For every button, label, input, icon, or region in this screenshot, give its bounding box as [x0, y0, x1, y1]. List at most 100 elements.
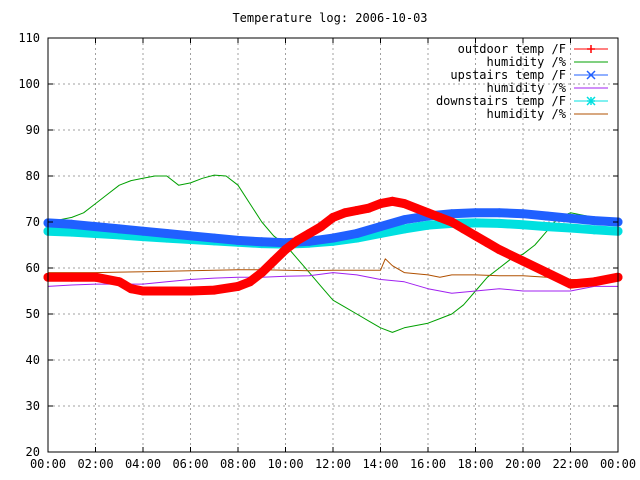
x-tick-label: 04:00: [125, 457, 161, 471]
data-point: [352, 206, 362, 215]
x-tick-label: 00:00: [600, 457, 636, 471]
data-point: [257, 237, 267, 247]
data-point: [340, 208, 350, 218]
data-point: [209, 233, 219, 243]
legend-marker-star: [586, 96, 596, 106]
data-point: [138, 226, 148, 236]
data-point: [376, 199, 385, 209]
data-point: [399, 224, 409, 234]
axis-ticks: 20 30 40 50 60 70 80 90 100 110 00:00 02:00 04:00 06:…: [18, 31, 636, 471]
data-point: [566, 213, 575, 223]
data-point: [114, 224, 124, 234]
data-point: [257, 268, 267, 278]
series-line: [47, 174, 619, 333]
series-line: [47, 272, 619, 294]
data-point: [67, 227, 77, 237]
x-tick-label: 08:00: [220, 457, 256, 471]
x-tick-label: 20:00: [505, 457, 541, 471]
series-3: [47, 272, 619, 294]
data-point: [447, 209, 457, 219]
series-1: [47, 174, 619, 333]
y-tick-label: 90: [26, 123, 40, 137]
data-point: [411, 203, 421, 213]
x-tick-label: 10:00: [267, 457, 303, 471]
data-point: [352, 229, 362, 238]
data-point: [67, 219, 77, 229]
data-point: [304, 229, 314, 238]
data-point: [186, 286, 195, 296]
data-point: [138, 286, 148, 296]
data-point: [423, 220, 433, 230]
data-point: [162, 229, 172, 238]
legend-label: outdoor temp /F: [458, 42, 566, 56]
x-tick-label: 00:00: [30, 457, 66, 471]
data-point: [494, 245, 504, 255]
data-point: [364, 203, 374, 213]
data-point: [471, 231, 480, 241]
data-point: [542, 222, 552, 232]
data-point: [162, 286, 172, 296]
data-point: [328, 212, 338, 222]
legend-marker-plus: [587, 45, 595, 53]
data-point: [399, 199, 409, 209]
data-point: [589, 277, 599, 287]
data-point: [589, 225, 599, 235]
data-point: [292, 235, 302, 245]
data-point: [423, 208, 433, 218]
y-tick-label: 110: [18, 31, 40, 45]
x-tick-label: 16:00: [410, 457, 446, 471]
data-point: [435, 212, 445, 222]
legend-label: upstairs temp /F: [450, 68, 566, 82]
data-point: [459, 224, 469, 234]
data-point: [494, 208, 504, 218]
x-tick-label: 02:00: [77, 457, 113, 471]
series-line: [47, 258, 619, 280]
data-point: [233, 281, 243, 291]
data-point: [114, 277, 124, 287]
y-tick-label: 30: [26, 399, 40, 413]
x-tick-label: 06:00: [172, 457, 208, 471]
x-tick-label: 14:00: [362, 457, 398, 471]
legend-label: humidity /%: [487, 55, 567, 69]
data-point: [494, 218, 504, 228]
data-point: [67, 272, 77, 282]
data-point: [471, 218, 480, 228]
data-point: [316, 222, 326, 232]
data-point: [126, 284, 136, 294]
data-point: [245, 277, 255, 287]
y-tick-label: 20: [26, 445, 40, 459]
y-tick-label: 50: [26, 307, 40, 321]
data-point: [518, 209, 528, 219]
data-point: [471, 208, 480, 218]
y-tick-label: 100: [18, 77, 40, 91]
x-tick-label: 22:00: [552, 457, 588, 471]
y-tick-label: 80: [26, 169, 40, 183]
data-point: [542, 268, 552, 278]
series-5: [47, 258, 619, 280]
data-point: [482, 238, 492, 248]
data-point: [589, 216, 599, 226]
data-point: [447, 217, 457, 227]
x-tick-label: 12:00: [315, 457, 351, 471]
data-point: [209, 285, 219, 295]
chart-title: Temperature log: 2006-10-03: [232, 11, 427, 25]
y-tick-label: 60: [26, 261, 40, 275]
data-point: [91, 272, 100, 282]
x-tick-label: 18:00: [457, 457, 493, 471]
legend-label: downstairs temp /F: [436, 94, 566, 108]
data-point: [566, 279, 575, 289]
legend-marker-x: [586, 70, 596, 80]
data-point: [91, 222, 100, 232]
data-point: [328, 233, 338, 243]
data-point: [542, 211, 552, 221]
data-point: [186, 231, 195, 241]
y-tick-label: 40: [26, 353, 40, 367]
series-0: [43, 196, 623, 296]
data-point: [566, 223, 575, 233]
data-point: [376, 222, 385, 232]
legend-label: humidity /%: [487, 81, 567, 95]
legend-label: humidity /%: [487, 107, 567, 121]
data-point: [518, 220, 528, 230]
